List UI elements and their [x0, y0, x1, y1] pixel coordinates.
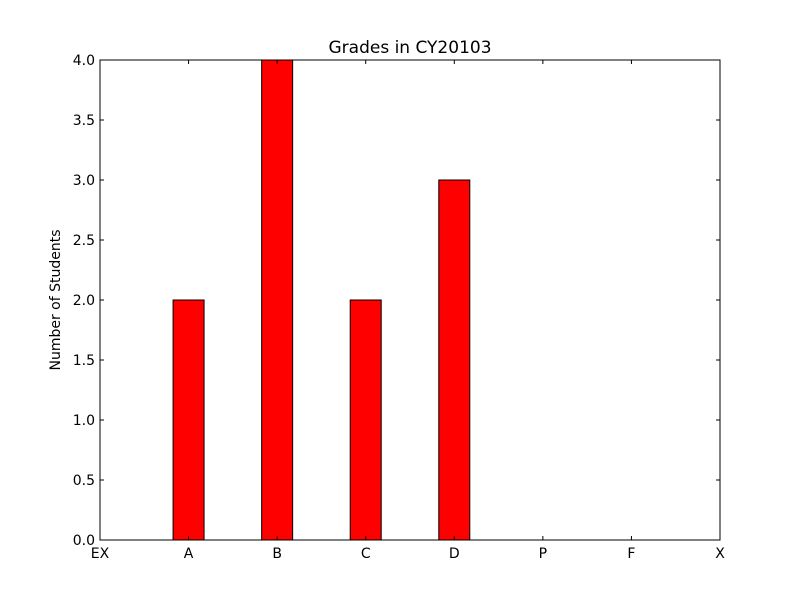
x-tick-label: A — [184, 546, 194, 562]
x-tick-label: EX — [91, 546, 110, 562]
bar-c — [349, 299, 382, 541]
x-tick-label: X — [715, 546, 725, 562]
y-ticks-group: 0.0 0.5 1.0 1.5 2.0 2.5 3.0 3.5 4.0 — [73, 53, 720, 549]
y-tick-label: 3.5 — [73, 113, 95, 129]
y-tick-label: 2.5 — [73, 233, 95, 249]
x-tick-label: B — [272, 546, 282, 562]
x-ticks-group: EX A B C D P F X — [91, 60, 725, 562]
y-tick-label: 0.5 — [73, 473, 95, 489]
y-axis-label: Number of Students — [48, 229, 64, 370]
x-tick-label: D — [449, 546, 460, 562]
bar-a — [172, 299, 205, 541]
y-tick-label: 2.0 — [73, 293, 95, 309]
x-tick-label: F — [627, 546, 635, 562]
y-tick-label: 3.0 — [73, 173, 95, 189]
y-tick-label: 0.0 — [73, 533, 95, 549]
y-tick-label: 4.0 — [73, 53, 95, 69]
bars-group — [172, 59, 471, 541]
chart-title: Grades in CY20103 — [328, 38, 491, 58]
bar-b — [261, 59, 294, 541]
x-tick-label: P — [539, 546, 547, 562]
y-tick-label: 1.5 — [73, 353, 95, 369]
y-tick-label: 1.0 — [73, 413, 95, 429]
x-tick-label: C — [361, 546, 371, 562]
bar-d — [438, 179, 471, 541]
plot-frame — [99, 59, 721, 541]
